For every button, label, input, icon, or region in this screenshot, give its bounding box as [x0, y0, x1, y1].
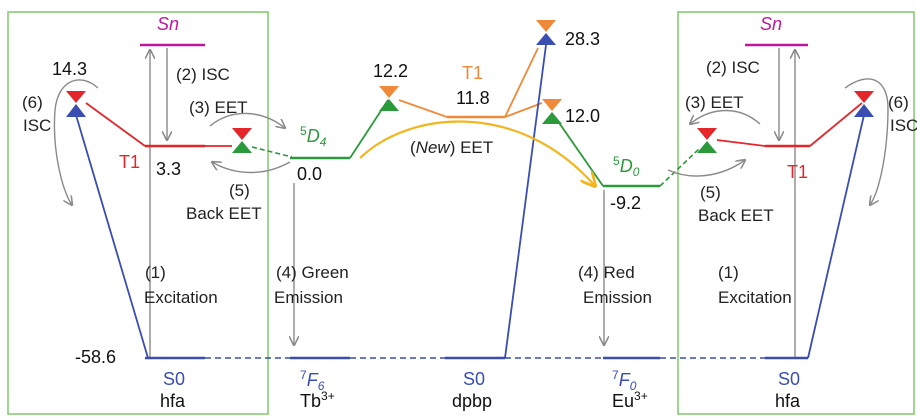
- eu-7f0-label: 7F0: [612, 368, 637, 393]
- dpbp-name: dpbp: [452, 391, 492, 411]
- tb-5d4-label-text: 5D4: [300, 124, 327, 149]
- left-s0-energy: -58.6: [75, 347, 116, 367]
- right-eet-green-triangle: [697, 141, 717, 153]
- right-s0-label: S0: [778, 369, 800, 389]
- right-back-eet-arrow: [667, 160, 745, 177]
- left-hfa-box: [7, 11, 269, 415]
- right-s0-curve: [807, 114, 865, 359]
- left-isc-label: (2) ISC: [176, 65, 230, 84]
- dpbp-new-eet-label: (New) EET: [410, 138, 493, 157]
- tb-ion-label: Tb3+: [300, 389, 335, 411]
- right-t1-curve: [809, 102, 863, 147]
- left-back-eet-text: Back EET: [186, 204, 262, 223]
- left-eet-arrow: [209, 112, 285, 128]
- dpbp-right-energy: 12.0: [565, 106, 600, 126]
- dpbp-t1-to-top: [504, 47, 539, 118]
- tb-emission-num: (4) Green: [276, 263, 349, 282]
- right-back-eet-num: (5): [700, 183, 721, 202]
- dpbp-left-orange-triangle: [379, 86, 399, 98]
- dpbp-to-eu-line: [554, 116, 604, 187]
- eu-dashed-green: [659, 147, 701, 187]
- left-excitation-text: Excitation: [144, 288, 218, 307]
- dpbp-top-orange-triangle: [536, 20, 556, 32]
- eu-ion-label: Eu3+: [612, 389, 648, 411]
- left-s0-label: S0: [163, 369, 185, 389]
- dpbp-top-energy: 28.3: [565, 29, 600, 49]
- left-top-blue-triangle: [66, 104, 86, 117]
- left-eet-red-triangle: [232, 128, 252, 140]
- left-s0-curve: [75, 114, 149, 359]
- dpbp-s0-curve: [504, 44, 547, 359]
- right-isc-label: (2) ISC: [706, 58, 760, 77]
- eu-5d0-energy: -9.2: [610, 193, 641, 213]
- left-back-eet-arrow: [212, 162, 291, 174]
- dpbp-t1-to-right: [504, 102, 543, 118]
- tb-5d4-energy: 0.0: [297, 164, 322, 184]
- tb-7f6-label: 7F6: [300, 368, 325, 393]
- eu-emission-num: (4) Red: [578, 263, 635, 282]
- left-back-eet-num: (5): [229, 181, 250, 200]
- dpbp-t1-label: T1: [462, 63, 483, 83]
- dpbp-s0-label: S0: [463, 369, 485, 389]
- eu-emission-text: Emission: [583, 288, 652, 307]
- dpbp-left-green-triangle: [379, 99, 399, 111]
- right-excitation-text: Excitation: [718, 288, 792, 307]
- dpbp-new-eet-arrow: [359, 120, 595, 186]
- left-top-red-triangle: [66, 91, 86, 103]
- right-top-blue-triangle: [854, 104, 874, 117]
- dpbp-top-blue-triangle: [536, 33, 556, 45]
- right-t1-label: T1: [787, 162, 808, 182]
- right-hfa-box: [677, 11, 915, 415]
- left-eet-green-triangle: [232, 141, 252, 153]
- right-name: hfa: [775, 391, 801, 411]
- dpbp-left-energy: 12.2: [373, 61, 408, 81]
- left-isc6-arrow: [53, 79, 99, 205]
- left-isc6-num: (6): [22, 93, 43, 112]
- right-sn-label: Sn: [760, 14, 782, 34]
- right-isc6-num: (6): [888, 93, 909, 112]
- left-dashed-green: [251, 146, 293, 158]
- left-sn-label: Sn: [157, 14, 179, 34]
- left-name: hfa: [160, 391, 186, 411]
- left-excitation-num: (1): [145, 263, 166, 282]
- tb-emission-text: Emission: [274, 288, 343, 307]
- right-excitation-num: (1): [718, 263, 739, 282]
- eu-5d0-label: 5D0: [613, 154, 640, 179]
- right-top-red-triangle: [854, 91, 874, 103]
- dpbp-mid-energy: 11.8: [456, 88, 490, 108]
- left-eet-label: (3) EET: [189, 98, 248, 117]
- left-isc6-text: ISC: [23, 116, 51, 135]
- left-t1-label: T1: [119, 152, 140, 172]
- dpbp-t1-level: [398, 99, 448, 118]
- right-isc6-arrow: [844, 78, 889, 205]
- right-t1-to-eet: [716, 139, 766, 147]
- right-eet-red-triangle: [697, 128, 717, 140]
- right-back-eet-text: Back EET: [698, 206, 774, 225]
- dpbp-right-orange-triangle: [542, 99, 562, 111]
- right-eet-label: (3) EET: [685, 93, 744, 112]
- left-top-energy: 14.3: [52, 59, 87, 79]
- right-eet-arrow: [690, 109, 761, 125]
- right-isc6-text: ISC: [890, 116, 917, 135]
- left-t1-energy: 3.3: [156, 159, 181, 179]
- left-t1-curve: [85, 102, 146, 147]
